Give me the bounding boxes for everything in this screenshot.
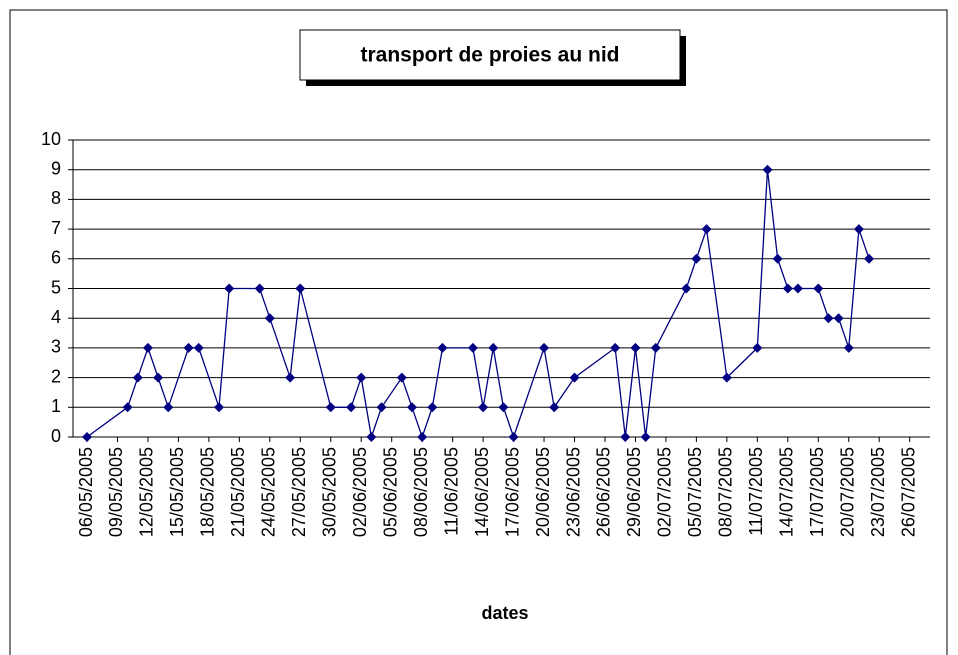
point — [792, 283, 803, 294]
x-tick-label: 12/05/2005 — [137, 447, 157, 537]
point — [407, 402, 418, 413]
point — [630, 342, 641, 353]
x-tick-label: 08/07/2005 — [716, 447, 736, 537]
title-box — [299, 29, 681, 81]
x-axis-label: dates — [481, 603, 528, 623]
point — [193, 342, 204, 353]
point — [285, 372, 296, 383]
point — [772, 253, 783, 264]
x-tick-label: 11/07/2005 — [746, 447, 766, 536]
point — [650, 342, 661, 353]
point — [356, 372, 367, 383]
point — [153, 372, 164, 383]
x-tick-label: 26/06/2005 — [594, 447, 614, 537]
point — [264, 313, 275, 324]
y-tick-label: 0 — [51, 426, 61, 446]
chart-title: transport de proies au nid — [360, 44, 619, 67]
x-tick-label: 20/06/2005 — [533, 447, 553, 537]
y-tick-label: 1 — [51, 396, 61, 416]
point — [782, 283, 793, 294]
point — [823, 313, 834, 324]
point — [569, 372, 580, 383]
point — [721, 372, 732, 383]
x-tick-label: 23/06/2005 — [563, 447, 583, 537]
point — [82, 432, 92, 442]
x-tick-label: 15/05/2005 — [167, 447, 187, 537]
point — [833, 313, 844, 324]
point — [366, 432, 377, 442]
point — [467, 342, 478, 353]
point — [853, 224, 864, 235]
point — [864, 253, 875, 264]
x-tick-label: 14/07/2005 — [777, 447, 797, 537]
point — [549, 402, 560, 413]
y-tick-label: 9 — [51, 158, 61, 178]
point — [142, 342, 153, 353]
point — [417, 432, 428, 442]
y-tick-label: 10 — [41, 129, 61, 149]
point — [163, 402, 174, 413]
point — [752, 342, 763, 353]
x-tick-label: 24/05/2005 — [259, 447, 279, 537]
x-tick-label: 18/05/2005 — [198, 447, 218, 537]
point — [325, 402, 336, 413]
point — [762, 164, 773, 175]
point — [376, 402, 387, 413]
x-tick-label: 02/07/2005 — [655, 447, 675, 537]
point — [183, 342, 194, 353]
point — [122, 402, 133, 413]
point — [346, 402, 357, 413]
point — [396, 372, 407, 383]
point — [691, 253, 702, 264]
x-tick-label: 20/07/2005 — [837, 447, 857, 537]
point — [701, 224, 712, 235]
point — [813, 283, 824, 294]
x-tick-label: 30/05/2005 — [320, 447, 340, 537]
x-tick-label: 05/07/2005 — [685, 447, 705, 537]
y-tick-label: 5 — [51, 277, 61, 297]
x-tick-label: 09/05/2005 — [106, 447, 126, 537]
point — [508, 432, 519, 442]
x-tick-label: 21/05/2005 — [228, 447, 248, 537]
point — [132, 372, 143, 383]
x-tick-label: 23/07/2005 — [868, 447, 888, 537]
x-tick-label: 17/06/2005 — [502, 447, 522, 537]
y-tick-label: 4 — [51, 307, 61, 327]
point — [620, 432, 631, 442]
point — [224, 283, 235, 294]
x-tick-label: 17/07/2005 — [807, 447, 827, 537]
point — [681, 283, 692, 294]
point — [498, 402, 509, 413]
point — [488, 342, 499, 353]
y-tick-label: 8 — [51, 188, 61, 208]
x-tick-label: 08/06/2005 — [411, 447, 431, 537]
point — [478, 402, 489, 413]
series-line — [86, 169, 870, 440]
x-tick-label: 05/06/2005 — [380, 447, 400, 537]
point — [437, 342, 448, 353]
point — [214, 402, 225, 413]
y-tick-label: 3 — [51, 337, 61, 357]
point — [295, 283, 306, 294]
y-tick-label: 2 — [51, 366, 61, 386]
x-tick-label: 11/06/2005 — [441, 447, 461, 536]
y-tick-label: 7 — [51, 218, 61, 238]
x-tick-label: 27/05/2005 — [289, 447, 309, 537]
x-tick-label: 29/06/2005 — [624, 447, 644, 537]
x-tick-label: 14/06/2005 — [472, 447, 492, 537]
x-tick-label: 26/07/2005 — [898, 447, 918, 537]
x-tick-label: 06/05/2005 — [76, 447, 96, 537]
point — [539, 342, 550, 353]
point — [610, 342, 621, 353]
point — [254, 283, 265, 294]
point — [427, 402, 438, 413]
point — [640, 432, 651, 442]
point — [843, 342, 854, 353]
y-tick-label: 6 — [51, 248, 61, 268]
x-tick-label: 02/06/2005 — [350, 447, 370, 537]
